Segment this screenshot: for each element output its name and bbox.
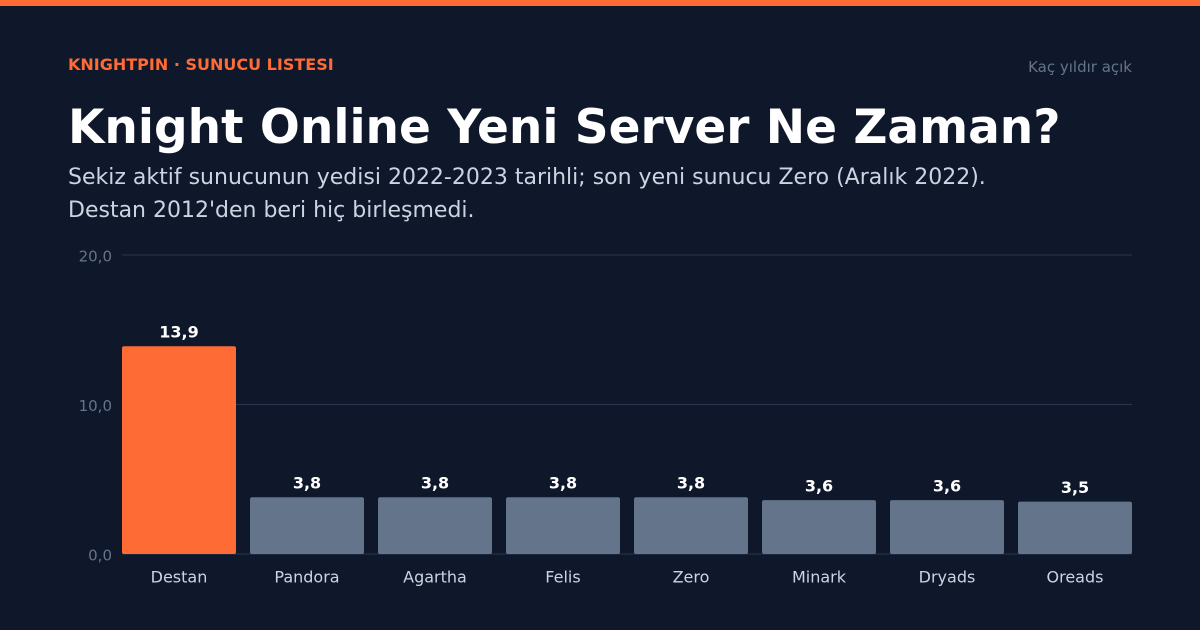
y-tick-label: 20,0 — [79, 248, 112, 266]
chart-title: Knight Online Yeni Server Ne Zaman? — [68, 100, 1061, 155]
value-label: 3,8 — [677, 474, 705, 493]
y-tick-label: 0,0 — [88, 547, 112, 565]
bar — [122, 346, 236, 554]
bar — [890, 500, 1004, 554]
bar — [378, 497, 492, 554]
subtitle: Sekiz aktif sunucunun yedisi 2022-2023 t… — [68, 165, 986, 223]
bar — [506, 497, 620, 554]
y-tick-label: 10,0 — [79, 397, 112, 415]
x-tick-label: Minark — [792, 568, 847, 587]
bar — [250, 497, 364, 554]
top-accent — [0, 0, 1200, 6]
x-tick-label: Agartha — [403, 568, 467, 587]
eyebrow: KNIGHTPIN · SUNUCU LISTESI — [68, 55, 334, 74]
bar — [634, 497, 748, 554]
x-tick-label: Felis — [545, 568, 580, 587]
value-label: 3,5 — [1061, 478, 1089, 497]
value-label: 3,6 — [933, 477, 961, 496]
value-label: 3,6 — [805, 477, 833, 496]
x-tick-label: Destan — [151, 568, 208, 587]
x-tick-label: Oreads — [1047, 568, 1104, 587]
x-tick-label: Pandora — [274, 568, 339, 587]
bar — [762, 500, 876, 554]
x-tick-label: Zero — [673, 568, 710, 587]
value-label: 3,8 — [421, 474, 449, 493]
value-label: 3,8 — [293, 474, 321, 493]
value-label: 13,9 — [159, 323, 198, 342]
y-axis-label: Kaç yıldır açık — [1028, 58, 1132, 76]
x-tick-label: Dryads — [919, 568, 976, 587]
value-label: 3,8 — [549, 474, 577, 493]
bar — [1018, 501, 1132, 554]
